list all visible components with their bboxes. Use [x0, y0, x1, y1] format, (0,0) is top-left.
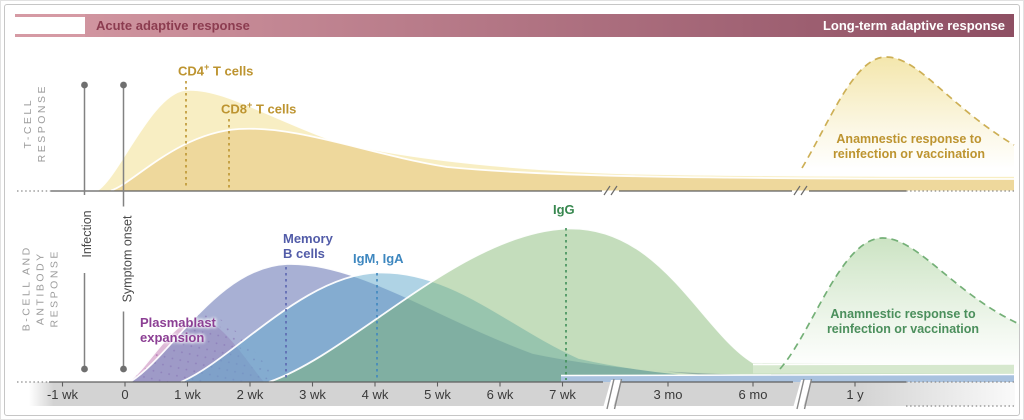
- long-term-phase-label: Long-term adaptive response: [822, 18, 1005, 33]
- axis-tick-label: 6 wk: [486, 387, 514, 402]
- memory-bcell-label: Memory B cells: [283, 231, 333, 261]
- cd8-label: CD8+ T cells: [221, 100, 297, 117]
- axis-tick-label: 5 wk: [424, 387, 451, 402]
- axis-tick-label: 1 y: [846, 387, 864, 402]
- axis-break-2: [793, 378, 813, 410]
- axis-tick-label: 3 mo: [653, 387, 683, 402]
- infection-label: Infection: [79, 195, 95, 273]
- axis-tick-label: 0: [121, 387, 129, 402]
- igg-curve: [269, 228, 1014, 382]
- header-bar: Acute adaptive response Long-term adapti…: [15, 14, 1014, 37]
- anamnestic-tcell-outline: [801, 56, 1015, 169]
- anamnestic-bcell-fill: [780, 237, 1019, 369]
- axis-tick-label: 2 wk: [236, 387, 264, 402]
- symptom-onset-label: Symptom onset: [119, 206, 136, 312]
- cd4-label: CD4+ T cells: [178, 62, 254, 79]
- axis-tick-label: 7 wk: [549, 387, 576, 402]
- anamnestic-tcell-label: Anamnestic response to reinfection or vac…: [832, 132, 986, 161]
- axis-tick-label: 4 wk: [361, 387, 389, 402]
- igm-iga-curve: [181, 272, 776, 382]
- axis-tick-label: -1 wk: [46, 387, 79, 402]
- igm-iga-label: IgM, IgA: [353, 251, 404, 266]
- anamnestic-bcell-label: Anamnestic response to reinfection or vac…: [826, 307, 980, 336]
- anamnestic-bcell-outline: [779, 237, 1020, 370]
- plasmablast-label: Plasmablast expansion: [140, 315, 216, 345]
- axis-tick-marks: [61, 382, 856, 387]
- axis-tick-label: 6 mo: [738, 387, 768, 402]
- tcell-axis-label: T-CELL RESPONSE: [21, 84, 48, 163]
- memory-persistent-band: [561, 374, 1014, 382]
- axis-break-1: [603, 378, 623, 410]
- igg-label: IgG: [553, 202, 575, 217]
- x-axis-band: -1 wk 0 1 wk 2 wk 3 wk 4 wk 5 wk 6 wk 7 wk 3 mo 6 …: [29, 382, 1015, 406]
- axis-tick-label: 1 wk: [174, 387, 201, 402]
- cd8-curve: [111, 128, 1014, 191]
- bcell-axis-label: B-CELL AND ANTIBODY RESPONSE: [20, 245, 62, 332]
- axis-tick-label: 3 wk: [299, 387, 326, 402]
- acute-phase-label: Acute adaptive response: [96, 18, 250, 33]
- anamnestic-tcell-fill: [802, 56, 1014, 169]
- header-pre-infection-gap: [15, 14, 85, 37]
